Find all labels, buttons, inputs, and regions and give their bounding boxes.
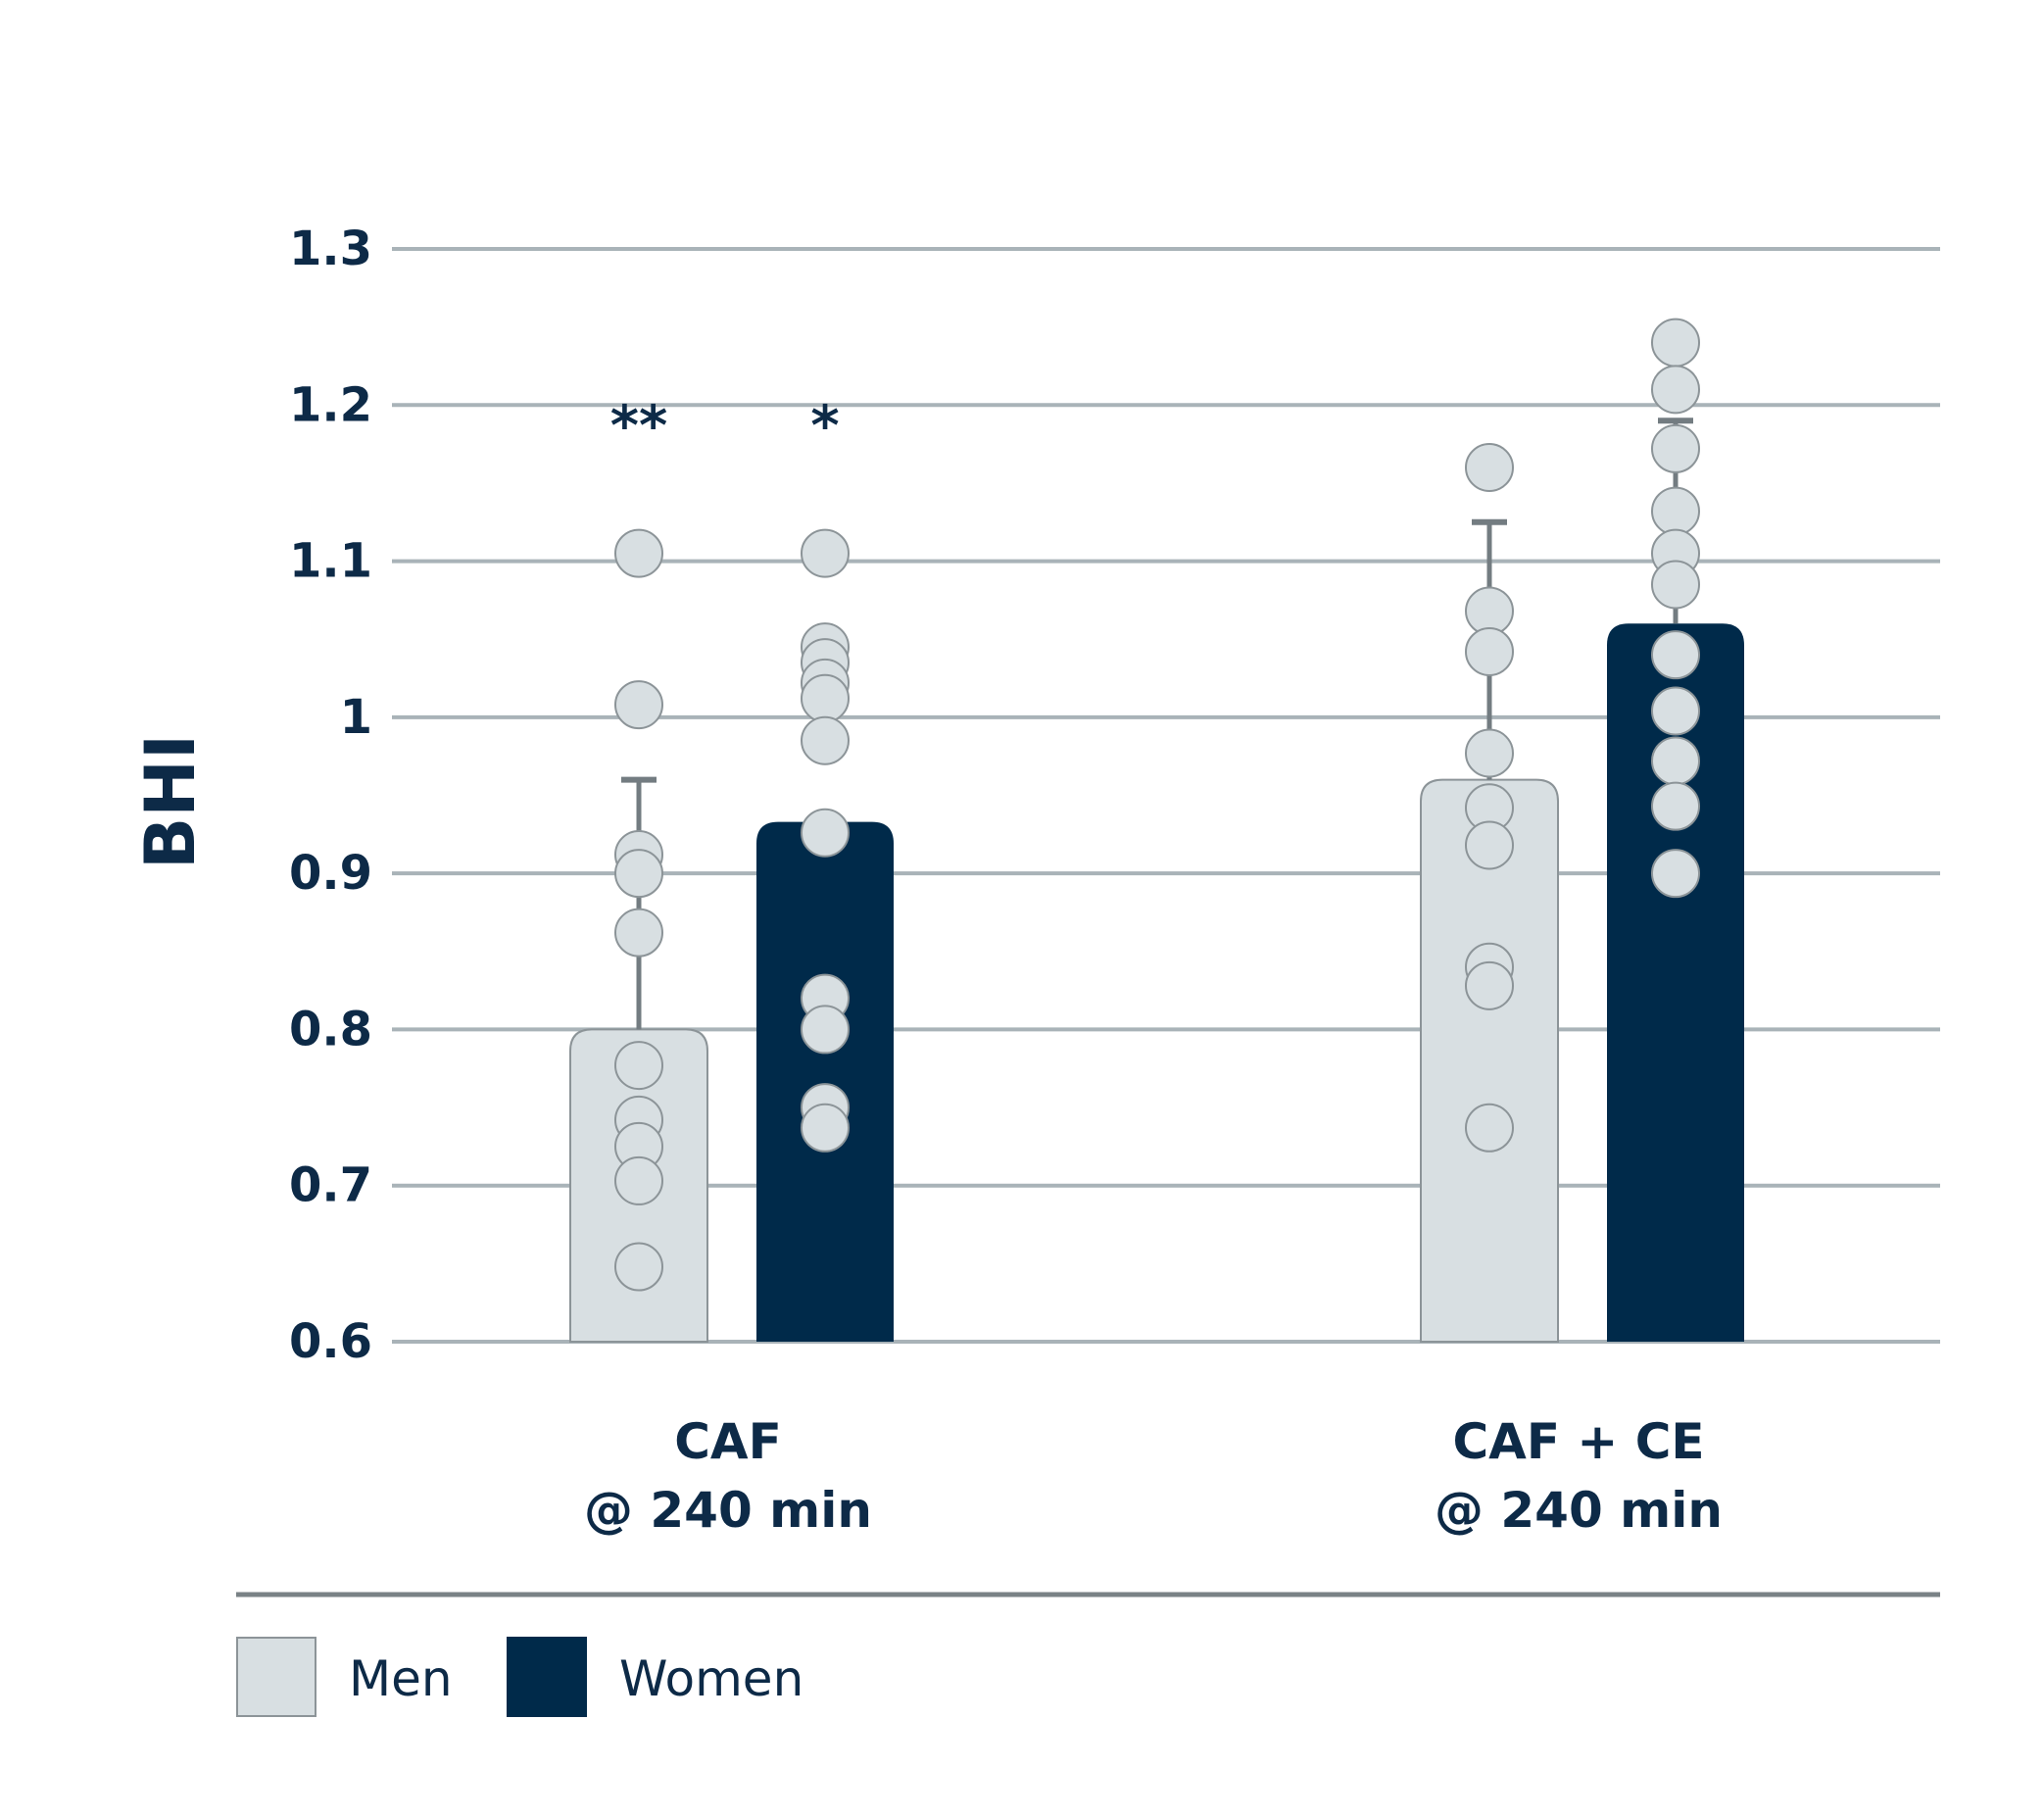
- data-point: [801, 715, 850, 765]
- data-point: [1465, 443, 1514, 492]
- category-label: CAF + CE: [1452, 1413, 1704, 1470]
- data-point: [614, 849, 663, 899]
- data-point: [801, 528, 850, 578]
- bar-men-1: [1420, 778, 1559, 1343]
- significance-marker: *: [810, 394, 839, 458]
- data-point: [1465, 960, 1514, 1010]
- legend-swatch-men: [236, 1637, 316, 1717]
- y-tick-label: 0.6: [289, 1314, 372, 1369]
- category-label: @ 240 min: [1435, 1482, 1723, 1539]
- y-tick-label: 1.2: [289, 377, 372, 432]
- data-point: [1465, 728, 1514, 778]
- data-point: [801, 1005, 850, 1055]
- data-point: [1651, 423, 1700, 473]
- y-tick-label: 1: [340, 690, 372, 745]
- data-point: [1651, 736, 1700, 786]
- y-axis-title: BHI: [130, 734, 211, 869]
- data-point: [1651, 365, 1700, 415]
- category-label: @ 240 min: [584, 1482, 872, 1539]
- data-point: [1651, 630, 1700, 680]
- data-point: [614, 1242, 663, 1292]
- data-point: [1465, 1103, 1514, 1153]
- y-tick-label: 1.1: [289, 534, 372, 589]
- data-point: [614, 528, 663, 578]
- data-point: [614, 680, 663, 730]
- data-point: [1651, 781, 1700, 831]
- y-tick-label: 0.8: [289, 1002, 372, 1056]
- category-label: CAF: [674, 1413, 782, 1470]
- data-point: [1651, 686, 1700, 736]
- data-point: [801, 673, 850, 723]
- data-point: [801, 1103, 850, 1153]
- data-point: [1651, 486, 1700, 536]
- legend-swatch-women: [507, 1637, 587, 1717]
- y-tick-label: 0.7: [289, 1158, 372, 1213]
- data-point: [1465, 626, 1514, 676]
- significance-marker: **: [610, 394, 668, 458]
- bar-women-0: [756, 821, 894, 1342]
- data-point: [1651, 849, 1700, 899]
- y-tick-label: 1.3: [289, 221, 372, 276]
- data-point: [1465, 820, 1514, 870]
- data-point: [614, 1041, 663, 1091]
- legend-label: Men: [349, 1650, 453, 1707]
- bar-women-1: [1607, 623, 1744, 1342]
- data-point: [614, 1155, 663, 1205]
- data-point: [614, 908, 663, 958]
- data-point: [801, 808, 850, 858]
- y-tick-label: 0.9: [289, 846, 372, 901]
- data-point: [1651, 318, 1700, 368]
- legend-label: Women: [619, 1650, 803, 1707]
- data-point: [1651, 560, 1700, 610]
